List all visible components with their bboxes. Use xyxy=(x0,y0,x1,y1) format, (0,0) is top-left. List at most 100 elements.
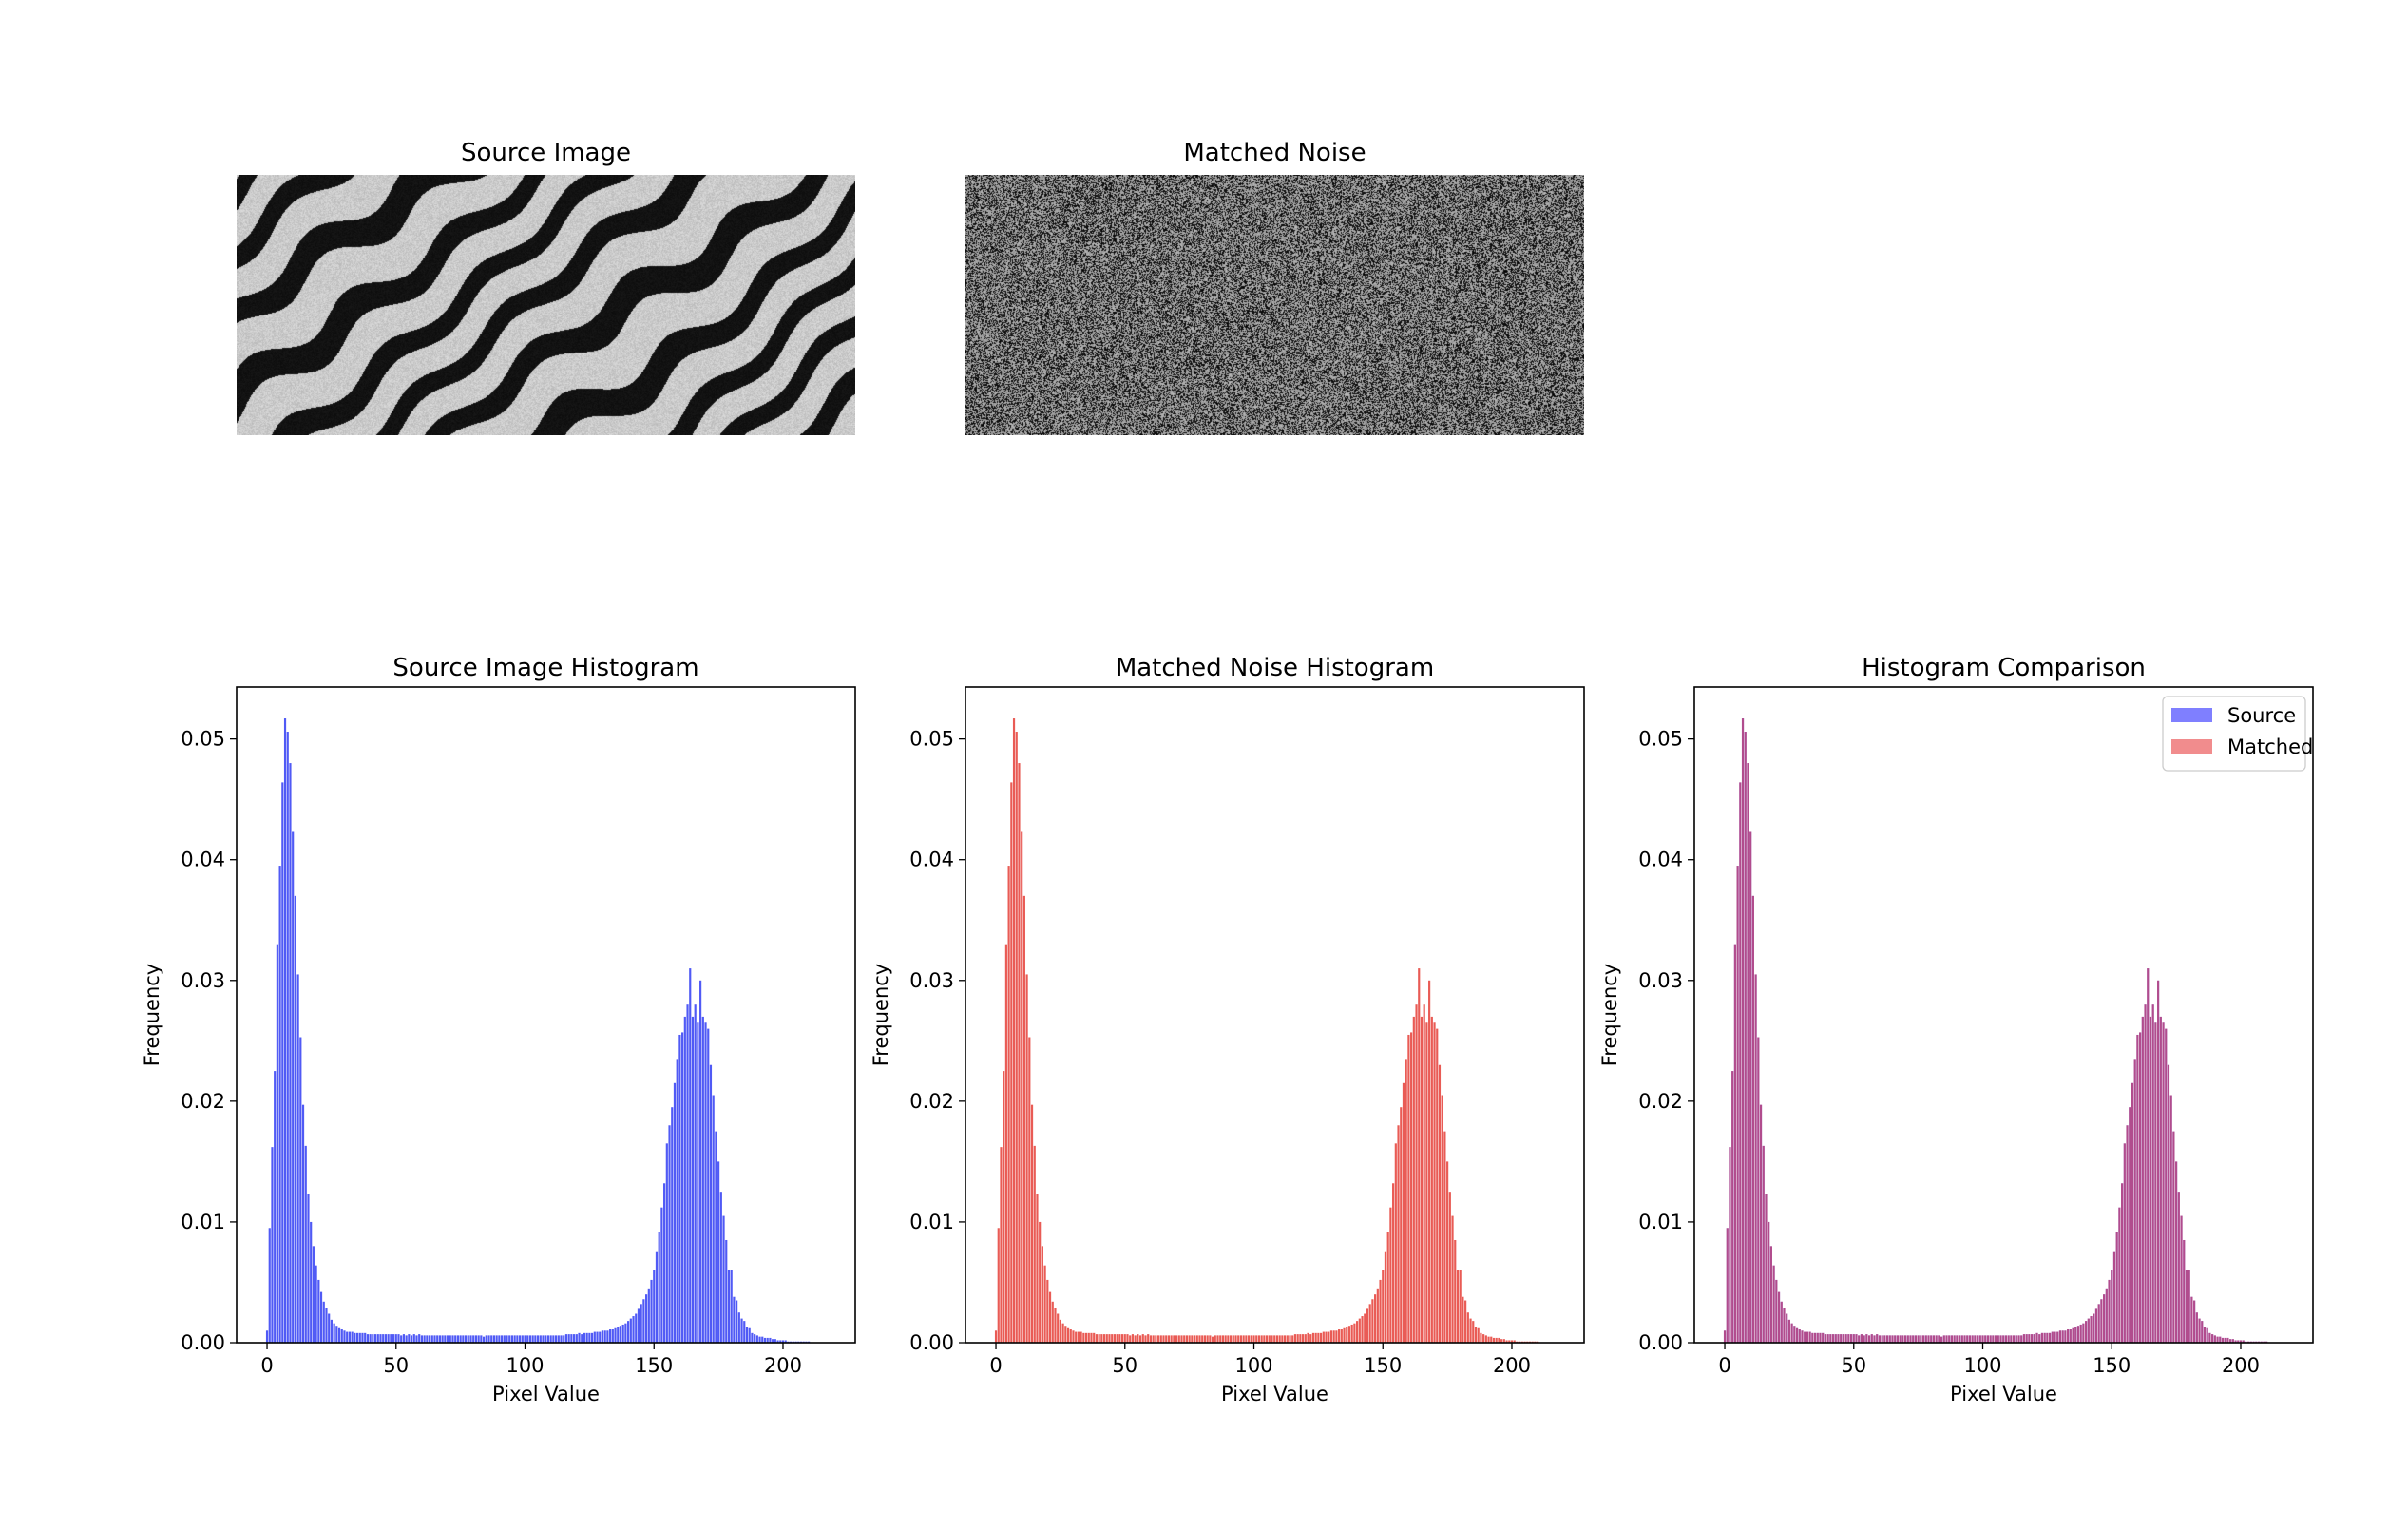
bar-series-31 xyxy=(1075,1332,1077,1343)
bar-series-150 xyxy=(1382,1270,1384,1343)
bar-matched-50 xyxy=(1853,1334,1855,1343)
bar-series-30 xyxy=(1072,1330,1074,1343)
bar-series-174 xyxy=(1443,1132,1445,1343)
bar-matched-88 xyxy=(1951,1335,1953,1343)
bar-matched-148 xyxy=(2106,1289,2108,1343)
bar-series-110 xyxy=(1279,1335,1281,1343)
bar-matched-158 xyxy=(2131,1083,2133,1343)
bar-matched-26 xyxy=(1791,1324,1793,1343)
bar-matched-111 xyxy=(2010,1335,2012,1343)
bar-matched-168 xyxy=(2157,981,2159,1343)
bar-series-49 xyxy=(1121,1334,1123,1343)
bar-series-191 xyxy=(758,1337,760,1343)
x-tick-label: 100 xyxy=(506,1354,544,1377)
bar-series-1 xyxy=(998,1228,1000,1343)
bar-matched-157 xyxy=(2129,1107,2131,1343)
bar-series-136 xyxy=(1346,1327,1347,1343)
bar-matched-144 xyxy=(2095,1308,2097,1343)
bar-series-47 xyxy=(1117,1334,1118,1343)
bar-series-127 xyxy=(1323,1332,1325,1343)
bar-series-74 xyxy=(457,1335,459,1343)
bar-series-28 xyxy=(1067,1328,1069,1343)
bar-matched-24 xyxy=(1786,1314,1787,1343)
bar-series-19 xyxy=(315,1266,317,1343)
bar-matched-83 xyxy=(1938,1335,1940,1343)
bar-series-64 xyxy=(1160,1335,1162,1343)
bar-series-149 xyxy=(650,1280,652,1343)
bar-series-103 xyxy=(1261,1335,1263,1343)
bar-series-25 xyxy=(331,1320,333,1343)
bar-series-170 xyxy=(1433,1022,1435,1343)
bar-matched-122 xyxy=(2038,1334,2040,1343)
bar-series-109 xyxy=(547,1335,549,1343)
bar-matched-94 xyxy=(1966,1335,1968,1343)
bar-series-24 xyxy=(1057,1314,1059,1343)
bar-series-8 xyxy=(287,732,289,1343)
bar-series-83 xyxy=(480,1335,482,1343)
bar-matched-32 xyxy=(1806,1332,1808,1343)
bar-matched-180 xyxy=(2188,1270,2190,1343)
bar-series-83 xyxy=(1209,1335,1211,1343)
bar-matched-112 xyxy=(2013,1335,2015,1343)
bar-series-182 xyxy=(736,1301,737,1343)
bar-series-135 xyxy=(614,1328,616,1343)
y-tick-label: 0.01 xyxy=(1638,1211,1683,1233)
bar-matched-133 xyxy=(2067,1329,2069,1343)
bar-series-186 xyxy=(746,1327,748,1343)
bar-matched-181 xyxy=(2190,1297,2192,1343)
bar-series-167 xyxy=(1425,1022,1427,1343)
bar-series-107 xyxy=(1271,1335,1272,1343)
bar-matched-29 xyxy=(1799,1329,1801,1343)
bar-series-107 xyxy=(542,1335,544,1343)
bar-series-114 xyxy=(560,1335,562,1343)
bar-matched-106 xyxy=(1997,1335,1999,1343)
bar-series-69 xyxy=(444,1335,446,1343)
bar-series-123 xyxy=(583,1333,585,1343)
bar-series-143 xyxy=(635,1314,637,1343)
bar-series-78 xyxy=(468,1335,469,1343)
bar-series-54 xyxy=(1135,1335,1137,1343)
axes-frame xyxy=(1694,687,2313,1343)
bar-matched-102 xyxy=(1987,1335,1989,1343)
bar-series-173 xyxy=(1442,1096,1443,1343)
bar-matched-11 xyxy=(1752,896,1754,1343)
bar-series-26 xyxy=(334,1324,335,1343)
bar-matched-162 xyxy=(2142,1017,2144,1343)
bar-series-160 xyxy=(1407,1035,1409,1343)
bar-series-17 xyxy=(310,1222,312,1343)
bar-matched-97 xyxy=(1974,1335,1976,1343)
bar-series-21 xyxy=(320,1292,322,1343)
bar-matched-86 xyxy=(1945,1335,1947,1343)
bar-series-117 xyxy=(568,1334,570,1343)
bar-series-8 xyxy=(1016,732,1018,1343)
bar-series-124 xyxy=(1315,1333,1317,1343)
bar-series-55 xyxy=(1137,1334,1138,1343)
bar-series-140 xyxy=(627,1321,629,1343)
bar-series-58 xyxy=(1144,1335,1146,1343)
bar-matched-166 xyxy=(2152,1004,2154,1343)
bar-matched-171 xyxy=(2165,1029,2167,1343)
y-tick-label: 0.00 xyxy=(181,1331,225,1354)
bar-series-37 xyxy=(1090,1333,1092,1343)
bar-series-32 xyxy=(349,1332,351,1343)
bar-series-43 xyxy=(1106,1334,1108,1343)
bar-series-116 xyxy=(565,1334,567,1343)
bar-series-96 xyxy=(514,1335,516,1343)
bar-series-179 xyxy=(1457,1270,1459,1343)
bar-matched-79 xyxy=(1927,1335,1929,1343)
bar-matched-8 xyxy=(1745,732,1747,1343)
bar-series-182 xyxy=(1464,1301,1466,1343)
bar-series-176 xyxy=(1449,1192,1451,1343)
bar-matched-169 xyxy=(2160,1017,2162,1343)
bar-series-1 xyxy=(269,1228,271,1343)
bar-series-146 xyxy=(642,1299,644,1343)
bar-matched-75 xyxy=(1918,1335,1920,1343)
bar-series-184 xyxy=(740,1319,742,1343)
bar-series-153 xyxy=(660,1208,662,1343)
bar-series-156 xyxy=(668,1125,670,1343)
y-tick-label: 0.05 xyxy=(1638,728,1683,751)
bar-series-86 xyxy=(1216,1335,1218,1343)
bar-matched-128 xyxy=(2054,1332,2055,1343)
bar-series-154 xyxy=(1392,1183,1394,1343)
bar-series-181 xyxy=(1462,1297,1463,1343)
